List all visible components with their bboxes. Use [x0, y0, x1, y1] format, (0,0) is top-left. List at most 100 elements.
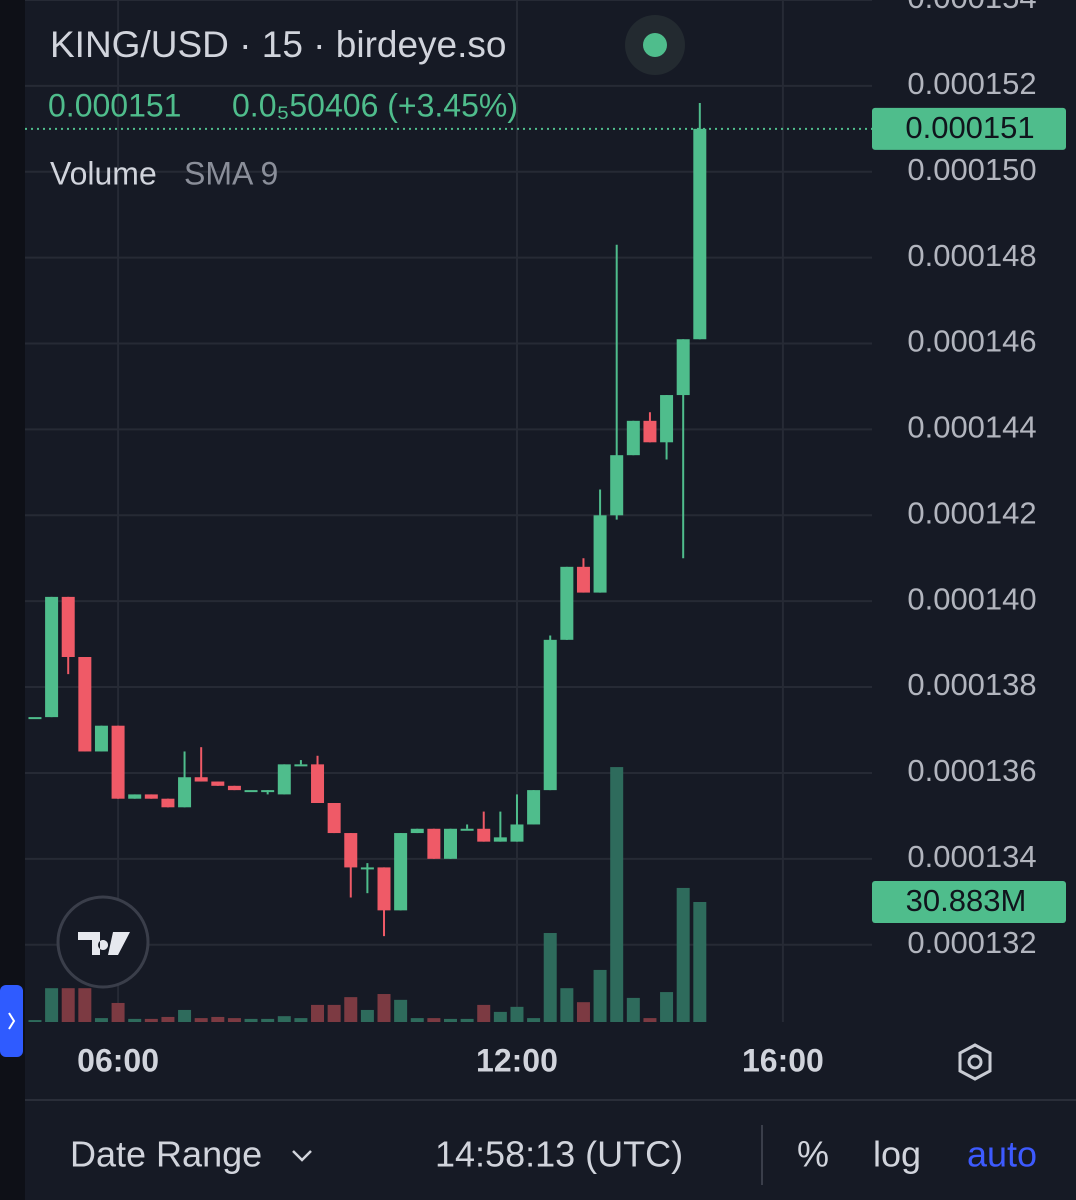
volume-bar	[660, 992, 674, 1022]
grid	[25, 0, 872, 1022]
candle-body	[493, 837, 507, 842]
candle-body	[144, 794, 158, 799]
auto-toggle[interactable]: auto	[967, 1134, 1037, 1175]
volume-bar	[543, 933, 557, 1022]
settings-icon[interactable]	[958, 1043, 992, 1081]
volume-bar	[360, 1009, 374, 1022]
y-tick-label: 0.000152	[907, 66, 1036, 101]
tv-logo-mark	[78, 932, 130, 955]
candle-body	[527, 790, 541, 825]
volume-indicator: SMA 9	[184, 155, 278, 191]
candle-body	[28, 717, 42, 720]
settings-icon-center	[967, 1054, 983, 1070]
candle-body	[660, 395, 674, 443]
volume-bar	[593, 969, 607, 1022]
clock: 14:58:13 (UTC)	[435, 1134, 683, 1175]
volume-bar	[327, 1004, 341, 1022]
candle-body	[94, 725, 108, 752]
candle-body	[460, 828, 474, 831]
volume-bar	[94, 1018, 108, 1022]
volume-bar	[643, 1018, 657, 1022]
legend-change: 0.0₅50406 (+3.45%)	[232, 87, 518, 123]
candle-body	[227, 785, 241, 791]
volume-bar	[227, 1018, 241, 1022]
volume-bar	[676, 887, 690, 1022]
candle-body	[543, 639, 557, 791]
percent-toggle[interactable]: %	[797, 1134, 829, 1175]
y-tick-label: 0.000154	[907, 0, 1036, 15]
volume-bar	[311, 1004, 325, 1022]
volume-bar	[178, 1009, 192, 1022]
candle-body	[194, 777, 208, 782]
candle-body	[377, 867, 391, 911]
y-tick-label: 0.000140	[907, 581, 1036, 616]
last-price-label: 0.000151	[905, 110, 1034, 145]
candle-body	[311, 764, 325, 803]
x-tick-label: 16:00	[742, 1042, 824, 1078]
candle-body	[427, 828, 441, 859]
candle-body	[593, 515, 607, 593]
volume-bar	[693, 901, 707, 1022]
log-toggle[interactable]: log	[873, 1134, 921, 1175]
candle-body	[344, 833, 358, 868]
symbol-title: KING/USD · 15 · birdeye.so	[50, 24, 506, 65]
date-range[interactable]: Date Range	[70, 1134, 262, 1175]
x-tick-label: 12:00	[476, 1042, 558, 1078]
candle-body	[277, 764, 291, 795]
candle-body	[477, 828, 491, 842]
volume-bar	[277, 1016, 291, 1022]
volume-bar	[610, 767, 624, 1022]
candle-body	[244, 790, 258, 793]
candle-body	[626, 420, 640, 456]
toggle-chevron	[8, 1012, 16, 1030]
candle-body	[111, 725, 125, 799]
candle-body	[61, 596, 75, 657]
candle-body	[443, 828, 457, 859]
y-tick-label: 0.000134	[907, 839, 1036, 874]
candle-body	[261, 790, 275, 793]
legend-close: 0.000151	[48, 87, 181, 123]
candle-body	[128, 794, 142, 799]
volume-bar	[344, 997, 358, 1022]
x-tick-label: 06:00	[77, 1042, 159, 1078]
volume-bar	[626, 997, 640, 1022]
candle-body	[45, 596, 59, 718]
candle-body	[510, 824, 524, 842]
volume-layer	[28, 767, 707, 1022]
candle-body	[360, 867, 374, 870]
candle-body	[410, 828, 424, 834]
volume-label-box	[872, 880, 1066, 923]
last-price-box	[872, 107, 1066, 150]
candle-body	[643, 420, 657, 443]
status-dot	[643, 33, 667, 57]
volume-bar	[294, 1018, 308, 1022]
volume-bar	[493, 1011, 507, 1022]
volume-label: Volume	[50, 155, 157, 191]
candle-body	[676, 339, 690, 396]
volume-bar	[144, 1018, 158, 1022]
volume-bar	[128, 1018, 142, 1022]
volume-bar	[576, 1002, 590, 1022]
volume-bar	[244, 1018, 258, 1022]
y-tick-label: 0.000146	[907, 324, 1036, 359]
volume-bar	[460, 1018, 474, 1022]
y-tick-label: 0.000148	[907, 238, 1036, 273]
volume-bar	[28, 1020, 42, 1022]
volume-bar	[194, 1018, 208, 1022]
sidebar-toggle[interactable]	[0, 985, 23, 1057]
volume-bar	[560, 988, 574, 1022]
volume-bar	[427, 1018, 441, 1022]
candle-body	[394, 833, 408, 911]
volume-bar	[61, 988, 75, 1022]
y-tick-label: 0.000144	[907, 410, 1036, 445]
volume-bar	[394, 999, 408, 1022]
y-tick-label: 0.000132	[907, 925, 1036, 960]
volume-bar	[45, 988, 59, 1022]
volume-bar	[477, 1004, 491, 1022]
candle-body	[211, 781, 225, 786]
candle-layer	[28, 103, 707, 937]
candle-body	[78, 657, 92, 752]
